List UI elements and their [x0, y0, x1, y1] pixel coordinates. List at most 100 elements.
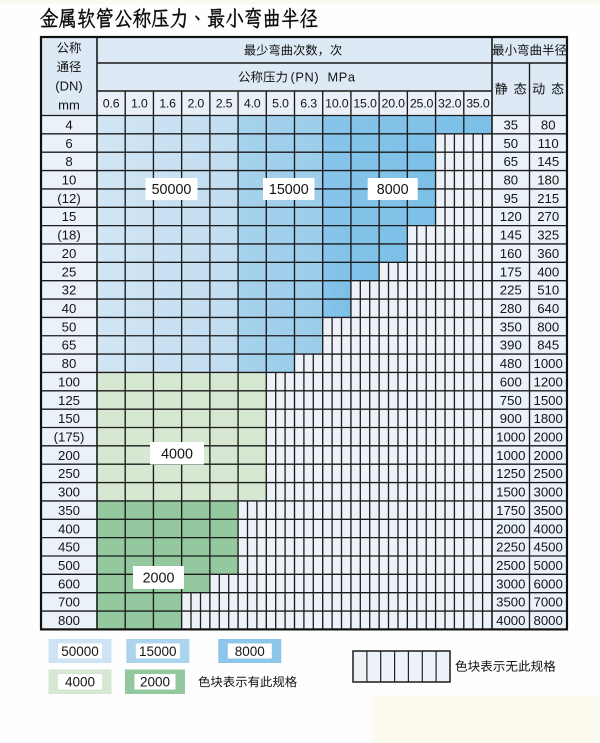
svg-text:0.6: 0.6 — [103, 97, 120, 111]
svg-text:100: 100 — [58, 374, 80, 389]
svg-text:350: 350 — [500, 319, 522, 334]
svg-text:1250: 1250 — [496, 466, 525, 481]
svg-text:1500: 1500 — [534, 393, 563, 408]
svg-text:360: 360 — [537, 246, 559, 261]
svg-text:160: 160 — [500, 246, 522, 261]
svg-text:125: 125 — [58, 393, 80, 408]
svg-text:800: 800 — [537, 319, 559, 334]
svg-text:7000: 7000 — [534, 595, 563, 610]
svg-text:180: 180 — [537, 173, 559, 188]
svg-text:2250: 2250 — [496, 540, 525, 555]
svg-text:280: 280 — [500, 301, 522, 316]
svg-text:4000: 4000 — [161, 446, 193, 462]
svg-text:8: 8 — [65, 154, 72, 169]
svg-text:2000: 2000 — [496, 521, 525, 536]
svg-text:3000: 3000 — [496, 576, 525, 591]
svg-text:300: 300 — [58, 485, 80, 500]
svg-text:1800: 1800 — [534, 411, 563, 426]
svg-text:15000: 15000 — [139, 644, 177, 659]
svg-text:1000: 1000 — [496, 448, 525, 463]
svg-text:50: 50 — [62, 319, 77, 334]
svg-text:480: 480 — [500, 356, 522, 371]
svg-text:80: 80 — [503, 173, 518, 188]
svg-text:25: 25 — [62, 264, 77, 279]
svg-text:6000: 6000 — [534, 576, 563, 591]
svg-text:2000: 2000 — [534, 448, 563, 463]
svg-text:1200: 1200 — [534, 374, 563, 389]
svg-text:2.0: 2.0 — [187, 97, 204, 111]
svg-text:225: 225 — [500, 283, 522, 298]
svg-text:40: 40 — [62, 301, 77, 316]
svg-text:1500: 1500 — [496, 485, 525, 500]
svg-text:5000: 5000 — [534, 558, 563, 573]
svg-text:900: 900 — [500, 411, 522, 426]
svg-text:4000: 4000 — [534, 521, 563, 536]
svg-text:1.0: 1.0 — [131, 97, 148, 111]
svg-text:2000: 2000 — [140, 675, 170, 690]
svg-text:80: 80 — [541, 118, 556, 133]
svg-text:145: 145 — [537, 154, 559, 169]
svg-text:600: 600 — [500, 374, 522, 389]
svg-text:215: 215 — [537, 191, 559, 206]
svg-text:8000: 8000 — [377, 182, 409, 198]
svg-text:65: 65 — [503, 154, 518, 169]
svg-text:390: 390 — [500, 338, 522, 353]
svg-text:20.0: 20.0 — [382, 97, 406, 111]
svg-text:2000: 2000 — [534, 430, 563, 445]
svg-text:145: 145 — [500, 228, 522, 243]
svg-text:600: 600 — [58, 576, 80, 591]
svg-text:700: 700 — [58, 595, 80, 610]
svg-text:200: 200 — [58, 448, 80, 463]
svg-text:6: 6 — [65, 136, 72, 151]
svg-text:2000: 2000 — [143, 571, 175, 587]
svg-text:10: 10 — [62, 173, 77, 188]
svg-text:450: 450 — [58, 540, 80, 555]
svg-text:35.0: 35.0 — [466, 97, 490, 111]
svg-text:845: 845 — [537, 338, 559, 353]
svg-text:3500: 3500 — [534, 503, 563, 518]
svg-text:(18): (18) — [57, 228, 80, 243]
svg-text:15000: 15000 — [269, 182, 309, 198]
svg-text:10.0: 10.0 — [325, 97, 349, 111]
svg-text:35: 35 — [503, 118, 518, 133]
svg-text:4.0: 4.0 — [244, 97, 261, 111]
svg-text:8000: 8000 — [235, 644, 265, 659]
svg-text:95: 95 — [503, 191, 518, 206]
svg-text:1.6: 1.6 — [159, 97, 176, 111]
svg-text:2500: 2500 — [534, 466, 563, 481]
svg-text:50: 50 — [503, 136, 518, 151]
svg-text:5.0: 5.0 — [272, 97, 289, 111]
svg-text:500: 500 — [58, 558, 80, 573]
svg-text:110: 110 — [538, 136, 559, 151]
svg-text:3000: 3000 — [534, 485, 563, 500]
svg-text:325: 325 — [537, 228, 559, 243]
svg-text:15: 15 — [62, 209, 77, 224]
svg-text:mm: mm — [58, 97, 80, 112]
svg-text:(PN) MPa: (PN) MPa — [291, 70, 356, 85]
svg-text:400: 400 — [58, 521, 80, 536]
svg-text:15.0: 15.0 — [353, 97, 377, 111]
svg-text:640: 640 — [537, 301, 559, 316]
svg-text:6.3: 6.3 — [300, 97, 317, 111]
svg-text:4000: 4000 — [496, 613, 525, 628]
svg-text:8000: 8000 — [534, 613, 563, 628]
svg-text:80: 80 — [62, 356, 77, 371]
svg-text:350: 350 — [58, 503, 80, 518]
svg-text:25.0: 25.0 — [410, 97, 434, 111]
svg-text:50000: 50000 — [61, 644, 99, 659]
svg-text:(175): (175) — [54, 430, 85, 445]
svg-text:3500: 3500 — [496, 595, 525, 610]
svg-text:(12): (12) — [57, 191, 80, 206]
svg-text:1000: 1000 — [496, 430, 525, 445]
svg-text:400: 400 — [537, 264, 559, 279]
svg-text:800: 800 — [58, 613, 80, 628]
svg-text:150: 150 — [58, 411, 80, 426]
svg-text:4: 4 — [65, 118, 72, 133]
svg-text:4500: 4500 — [534, 540, 563, 555]
svg-text:32: 32 — [62, 283, 77, 298]
svg-text:2.5: 2.5 — [216, 97, 233, 111]
svg-text:250: 250 — [58, 466, 80, 481]
svg-text:175: 175 — [500, 264, 522, 279]
svg-text:4000: 4000 — [65, 675, 95, 690]
svg-text:270: 270 — [537, 209, 559, 224]
